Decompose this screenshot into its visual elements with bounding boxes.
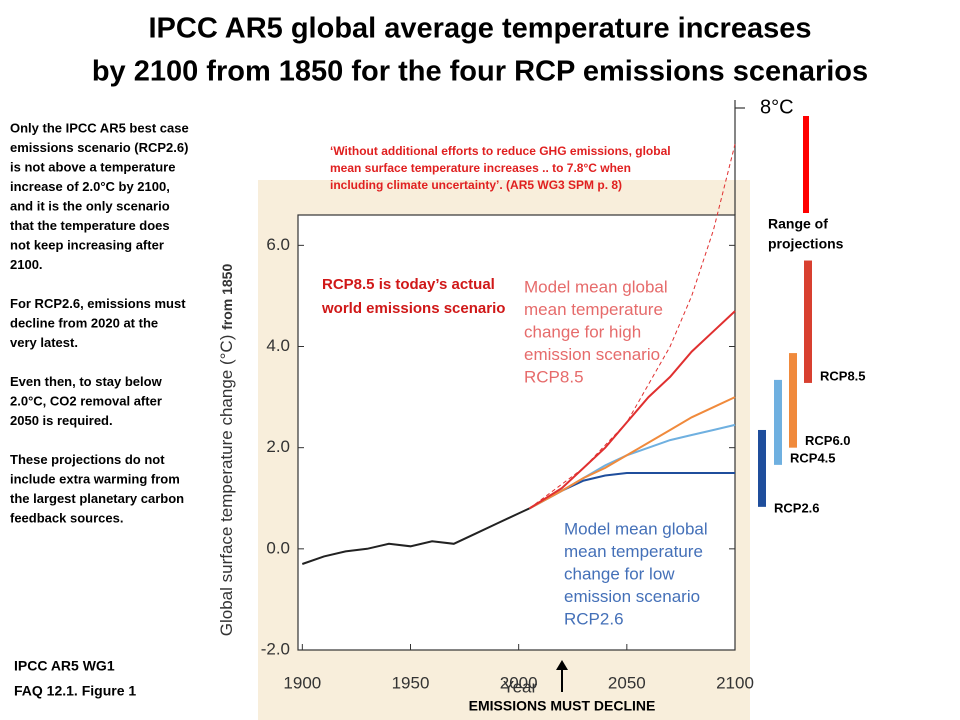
note-text: and it is the only scenario: [10, 198, 170, 213]
note-text: decline from 2020 at the: [10, 315, 158, 330]
uncertainty-range-bar: [803, 116, 809, 213]
note-text: that the temperature does: [10, 218, 170, 233]
quote-text: including climate uncertainty’. (AR5 WG3…: [330, 178, 622, 192]
series-line: [528, 310, 736, 510]
range-title: projections: [768, 236, 844, 252]
plot-area: [297, 214, 736, 651]
range-bar: [804, 260, 812, 383]
annotation-high: Model mean global: [524, 277, 668, 296]
note-text: Only the IPCC AR5 best case: [10, 120, 189, 135]
range-label: RCP4.5: [790, 450, 836, 465]
range-bar: [758, 429, 766, 507]
annotation-low: RCP2.6: [564, 609, 624, 628]
y-tick-label: 4.0: [266, 336, 290, 355]
annotation-low: mean temperature: [564, 542, 703, 561]
annotation-high: RCP8.5: [524, 367, 584, 386]
annotation-actual: world emissions scenario: [321, 300, 505, 317]
note-text: 2050 is required.: [10, 413, 113, 428]
uncertainty-line: [529, 144, 736, 509]
note-text: very latest.: [10, 335, 78, 350]
annotation-low: change for low: [564, 564, 675, 583]
quote-text: mean surface temperature increases .. to…: [330, 161, 631, 175]
y-axis-title: Global surface temperature change (°C) f…: [217, 264, 236, 637]
note-text: emissions scenario (RCP2.6): [10, 140, 188, 155]
x-tick-label: 2050: [608, 673, 646, 692]
range-title: Range of: [768, 216, 828, 232]
annotation-high: change for high: [524, 322, 641, 341]
series-line: [529, 396, 736, 510]
annotation-high: mean temperature: [524, 300, 663, 319]
note-text: feedback sources.: [10, 510, 123, 525]
annotation-low: emission scenario: [564, 587, 700, 606]
quote-text: ‘Without additional efforts to reduce GH…: [330, 144, 671, 158]
x-tick-label: 2100: [716, 673, 754, 692]
x-tick-label: 1950: [392, 673, 430, 692]
series-line: [301, 507, 530, 565]
note-text: is not above a temperature: [10, 159, 175, 174]
x-tick-label: 2000: [500, 673, 538, 692]
note-text: For RCP2.6, emissions must: [10, 296, 186, 311]
y-tick-label: 2.0: [266, 437, 290, 456]
note-text: increase of 2.0°C by 2100,: [10, 179, 170, 194]
note-text: Even then, to stay below: [10, 374, 163, 389]
range-label: RCP8.5: [820, 368, 866, 383]
source-text: FAQ 12.1. Figure 1: [14, 683, 136, 699]
range-label: RCP2.6: [774, 500, 820, 515]
y-tick-label: 6.0: [266, 235, 290, 254]
note-text: not keep increasing after: [10, 237, 164, 252]
arrow-label: EMISSIONS MUST DECLINE: [469, 698, 656, 714]
y-tick-label: -2.0: [261, 639, 290, 658]
y-axis-title-suffix: from 1850: [219, 264, 235, 330]
note-text: 2.0°C, CO2 removal after: [10, 393, 162, 408]
source-text: IPCC AR5 WG1: [14, 658, 115, 674]
note-text: These projections do not: [10, 452, 165, 467]
y-tick-label: 0.0: [266, 538, 290, 557]
slide-title: IPCC AR5 global average temperature incr…: [149, 13, 812, 45]
arrow-head: [556, 660, 568, 670]
annotation-actual: RCP8.5 is today’s actual: [322, 276, 495, 293]
note-text: 2100.: [10, 257, 43, 272]
range-label: RCP6.0: [805, 433, 851, 448]
slide-title: by 2100 from 1850 for the four RCP emiss…: [92, 56, 868, 88]
x-tick-label: 1900: [283, 673, 321, 692]
x-axis-title: Year: [503, 677, 538, 696]
y-axis-title-main: Global surface temperature change (°C): [217, 335, 236, 637]
top-label: 8°C: [760, 96, 794, 118]
note-text: include extra warming from: [10, 471, 180, 486]
annotation-high: emission scenario: [524, 345, 660, 364]
range-bar: [789, 353, 797, 448]
note-text: the largest planetary carbon: [10, 491, 184, 506]
annotation-low: Model mean global: [564, 519, 708, 538]
range-bar: [774, 379, 782, 465]
series-line: [529, 472, 735, 510]
